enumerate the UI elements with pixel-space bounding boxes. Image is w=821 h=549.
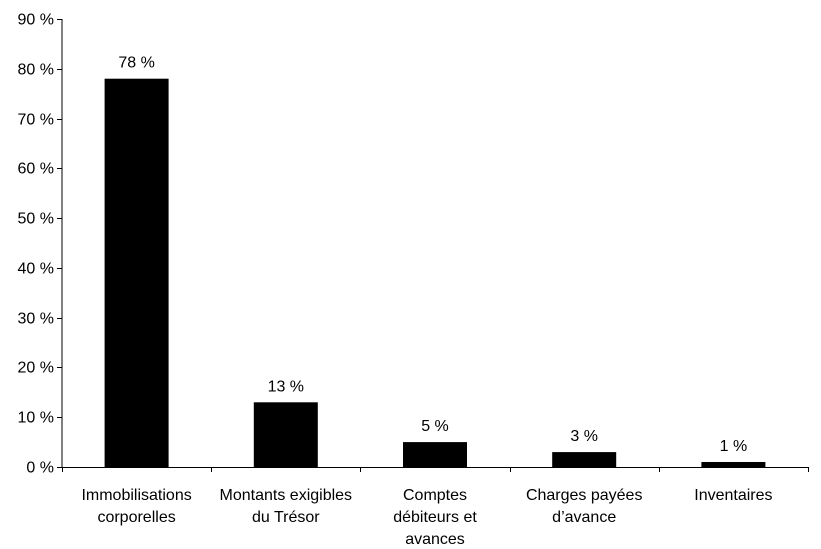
y-tick-label: 40 %: [18, 261, 54, 278]
bars: [104, 78, 766, 467]
category-label-line: du Trésor: [252, 509, 320, 526]
y-tick-label: 80 %: [18, 62, 54, 79]
category-label-line: Charges payées: [526, 487, 643, 504]
data-label: 1 %: [720, 438, 748, 455]
y-tick-label: 20 %: [18, 360, 54, 377]
y-tick-label: 10 %: [18, 410, 54, 427]
y-tick-label: 0 %: [26, 460, 54, 477]
category-labels: Immobilisations corporelles Montants exigi…: [81, 487, 772, 548]
y-tick-label: 70 %: [18, 112, 54, 129]
bar: [104, 78, 169, 467]
y-tick-label: 90 %: [18, 12, 54, 29]
data-label: 13 %: [268, 378, 304, 395]
y-tick-label: 30 %: [18, 311, 54, 328]
category-label-line: Comptes: [403, 487, 467, 504]
category-label: Montants exigibles du Trésor: [220, 487, 353, 526]
data-label: 3 %: [570, 428, 598, 445]
category-label-line: d’avance: [552, 509, 616, 526]
category-label-line: débiteurs et: [393, 509, 477, 526]
y-tick-label: 60 %: [18, 161, 54, 178]
y-axis: 0 % 10 % 20 % 30 % 40 % 50 % 60 % 70 % 80 % 90 %: [18, 12, 63, 477]
x-axis: [62, 467, 809, 472]
y-tick-label: 50 %: [18, 211, 54, 228]
bar: [701, 462, 766, 467]
category-label: Inventaires: [694, 487, 772, 504]
category-label-line: Immobilisations: [81, 487, 191, 504]
category-label-line: avances: [405, 531, 465, 548]
bar: [552, 452, 617, 467]
bar: [403, 442, 467, 467]
category-label: Immobilisations corporelles: [81, 487, 191, 526]
category-label-line: Inventaires: [694, 487, 772, 504]
category-label: Comptes débiteurs et avances: [393, 487, 477, 548]
data-label: 5 %: [421, 418, 449, 435]
data-labels: 78 % 13 % 5 % 3 % 1 %: [118, 55, 747, 455]
category-label: Charges payées d’avance: [526, 487, 643, 526]
category-label-line: Montants exigibles: [220, 487, 353, 504]
category-label-line: corporelles: [97, 509, 175, 526]
bar: [253, 402, 318, 467]
data-label: 78 %: [118, 55, 154, 72]
